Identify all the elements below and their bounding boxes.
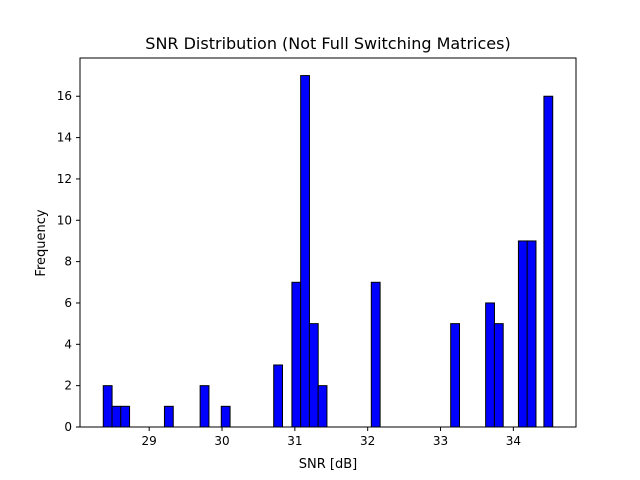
y-tick-label: 0 [64,420,72,434]
histogram-bar [308,323,319,428]
x-tick-label: 31 [287,434,302,448]
y-tick-label: 16 [57,89,72,103]
histogram-bar [199,385,210,428]
x-tick-label: 29 [142,434,157,448]
x-tick-label: 33 [433,434,448,448]
histogram-bar [163,405,174,428]
y-axis-ticks: 0 2 4 6 8 10 12 14 16 [57,89,80,434]
bars-group [102,75,554,428]
chart-title: SNR Distribution (Not Full Switching Mat… [145,34,510,53]
histogram-bar [450,323,461,428]
x-tick-label: 30 [214,434,229,448]
x-axis-ticks: 29 30 31 32 33 34 [142,427,521,448]
histogram-bar [111,405,122,428]
histogram-bar [273,364,284,428]
histogram-bar [485,302,495,428]
histogram-bar [493,323,504,428]
y-tick-label: 8 [64,255,72,269]
x-axis-label: SNR [dB] [299,457,357,472]
plot-frame [79,57,577,428]
histogram-bar [220,405,231,428]
y-tick-label: 6 [64,296,72,310]
y-axis-label: Frequency [34,209,49,276]
y-tick-label: 10 [57,213,72,227]
histogram-bar [317,385,328,428]
x-tick-label: 34 [506,434,521,448]
histogram-bar [543,95,554,428]
histogram-bar [526,240,537,428]
histogram-bar [300,75,310,428]
y-tick-label: 4 [64,337,72,351]
histogram-bar [517,240,528,428]
histogram-bar [102,385,113,428]
x-tick-label: 32 [360,434,375,448]
y-tick-label: 14 [57,131,72,145]
y-tick-label: 2 [64,379,72,393]
y-tick-label: 12 [57,172,72,186]
histogram-bar [370,281,381,428]
histogram-bar [291,281,302,428]
histogram-bar [120,405,131,428]
